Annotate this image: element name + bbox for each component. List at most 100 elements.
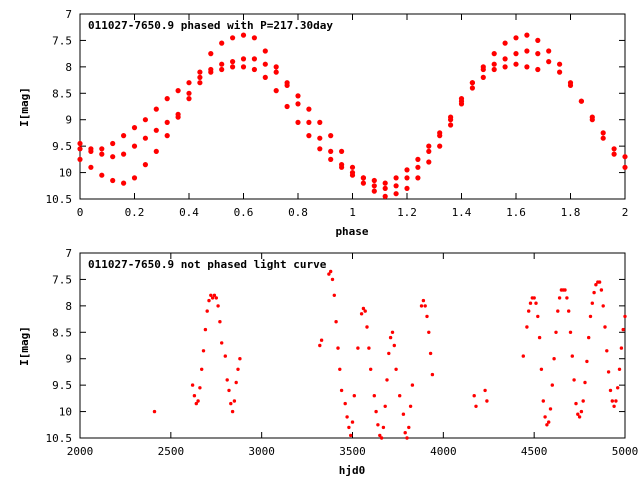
data-point <box>121 133 127 139</box>
data-point <box>388 335 393 340</box>
data-point <box>234 380 238 385</box>
data-point <box>347 425 351 430</box>
data-point <box>131 143 138 149</box>
x-axis-label: phase <box>335 225 368 238</box>
data-point <box>415 156 421 162</box>
data-point <box>220 341 224 345</box>
data-point <box>371 188 377 194</box>
data-point <box>328 133 334 139</box>
data-point <box>371 177 377 184</box>
data-point <box>525 325 529 329</box>
data-point <box>621 327 625 332</box>
data-point <box>99 151 105 157</box>
data-point <box>230 59 236 65</box>
x-tick-label: 0.6 <box>234 206 254 219</box>
data-point <box>415 164 421 170</box>
data-point <box>539 367 544 371</box>
data-point <box>619 346 624 350</box>
data-point <box>197 80 203 86</box>
data-point <box>469 80 475 86</box>
data-point <box>317 119 323 125</box>
data-point <box>318 343 322 348</box>
data-point <box>295 119 301 125</box>
y-axis-label: I[mag] <box>18 87 31 127</box>
data-point <box>378 433 382 438</box>
data-point <box>306 133 312 139</box>
data-point <box>469 85 475 91</box>
data-point <box>317 135 323 141</box>
data-point <box>617 367 622 371</box>
data-point <box>295 93 301 99</box>
data-point <box>336 346 340 350</box>
data-point <box>164 119 170 125</box>
data-point <box>428 351 433 356</box>
data-point <box>521 354 525 358</box>
data-point <box>567 309 571 313</box>
data-point <box>536 314 540 319</box>
panel-title: 011027-7650.9 not phased light curve <box>88 258 327 271</box>
data-point <box>394 367 398 371</box>
data-point <box>142 162 148 168</box>
x-tick-label: 0.2 <box>125 206 145 219</box>
data-point <box>363 309 367 313</box>
data-point <box>382 193 388 199</box>
y-tick-label: 10 <box>59 406 72 419</box>
data-point <box>502 64 508 70</box>
data-point <box>588 314 593 319</box>
data-point <box>329 269 333 274</box>
plot-frame <box>79 252 626 439</box>
data-point <box>219 61 225 67</box>
data-point <box>472 394 476 398</box>
data-point <box>599 288 604 292</box>
data-point <box>610 399 614 403</box>
data-point <box>198 386 202 390</box>
y-tick-label: 9.5 <box>52 379 72 392</box>
data-point <box>209 293 213 297</box>
data-point <box>194 401 198 406</box>
data-point <box>448 122 454 128</box>
data-point <box>121 151 127 157</box>
data-point <box>565 296 569 300</box>
data-point <box>319 338 324 342</box>
data-point <box>579 409 584 414</box>
data-point <box>365 325 369 329</box>
data-point <box>212 293 217 297</box>
data-point <box>175 114 181 120</box>
x-tick-label: 1.6 <box>506 206 526 219</box>
data-point <box>383 404 387 408</box>
data-point <box>208 51 214 57</box>
data-point <box>251 35 257 41</box>
data-point <box>328 156 334 162</box>
x-tick-label: 1 <box>349 206 356 219</box>
data-point <box>345 415 349 419</box>
data-point <box>77 140 83 147</box>
data-point <box>240 32 247 38</box>
data-point <box>535 51 541 57</box>
x-tick-label: 3500 <box>339 445 366 458</box>
data-point <box>225 378 229 382</box>
data-point <box>339 164 345 170</box>
data-point <box>405 436 409 440</box>
data-point <box>622 154 628 160</box>
data-point <box>240 56 247 62</box>
data-point <box>230 35 236 41</box>
data-point <box>623 314 627 319</box>
y-tick-label: 8 <box>65 61 72 74</box>
data-point <box>491 51 497 57</box>
data-point <box>541 399 545 403</box>
data-point <box>600 135 606 141</box>
data-point <box>430 372 435 377</box>
panel-title: 011027-7650.9 phased with P=217.30day <box>88 19 333 32</box>
data-point <box>534 301 538 305</box>
data-point <box>379 436 384 440</box>
y-tick-label: 7 <box>65 247 72 260</box>
y-tick-label: 7.5 <box>52 273 72 286</box>
data-point <box>398 394 402 398</box>
data-point <box>142 135 148 141</box>
data-point <box>387 351 391 356</box>
data-point <box>273 88 279 94</box>
data-point <box>216 304 220 308</box>
data-point <box>190 383 195 387</box>
data-point <box>390 330 395 334</box>
